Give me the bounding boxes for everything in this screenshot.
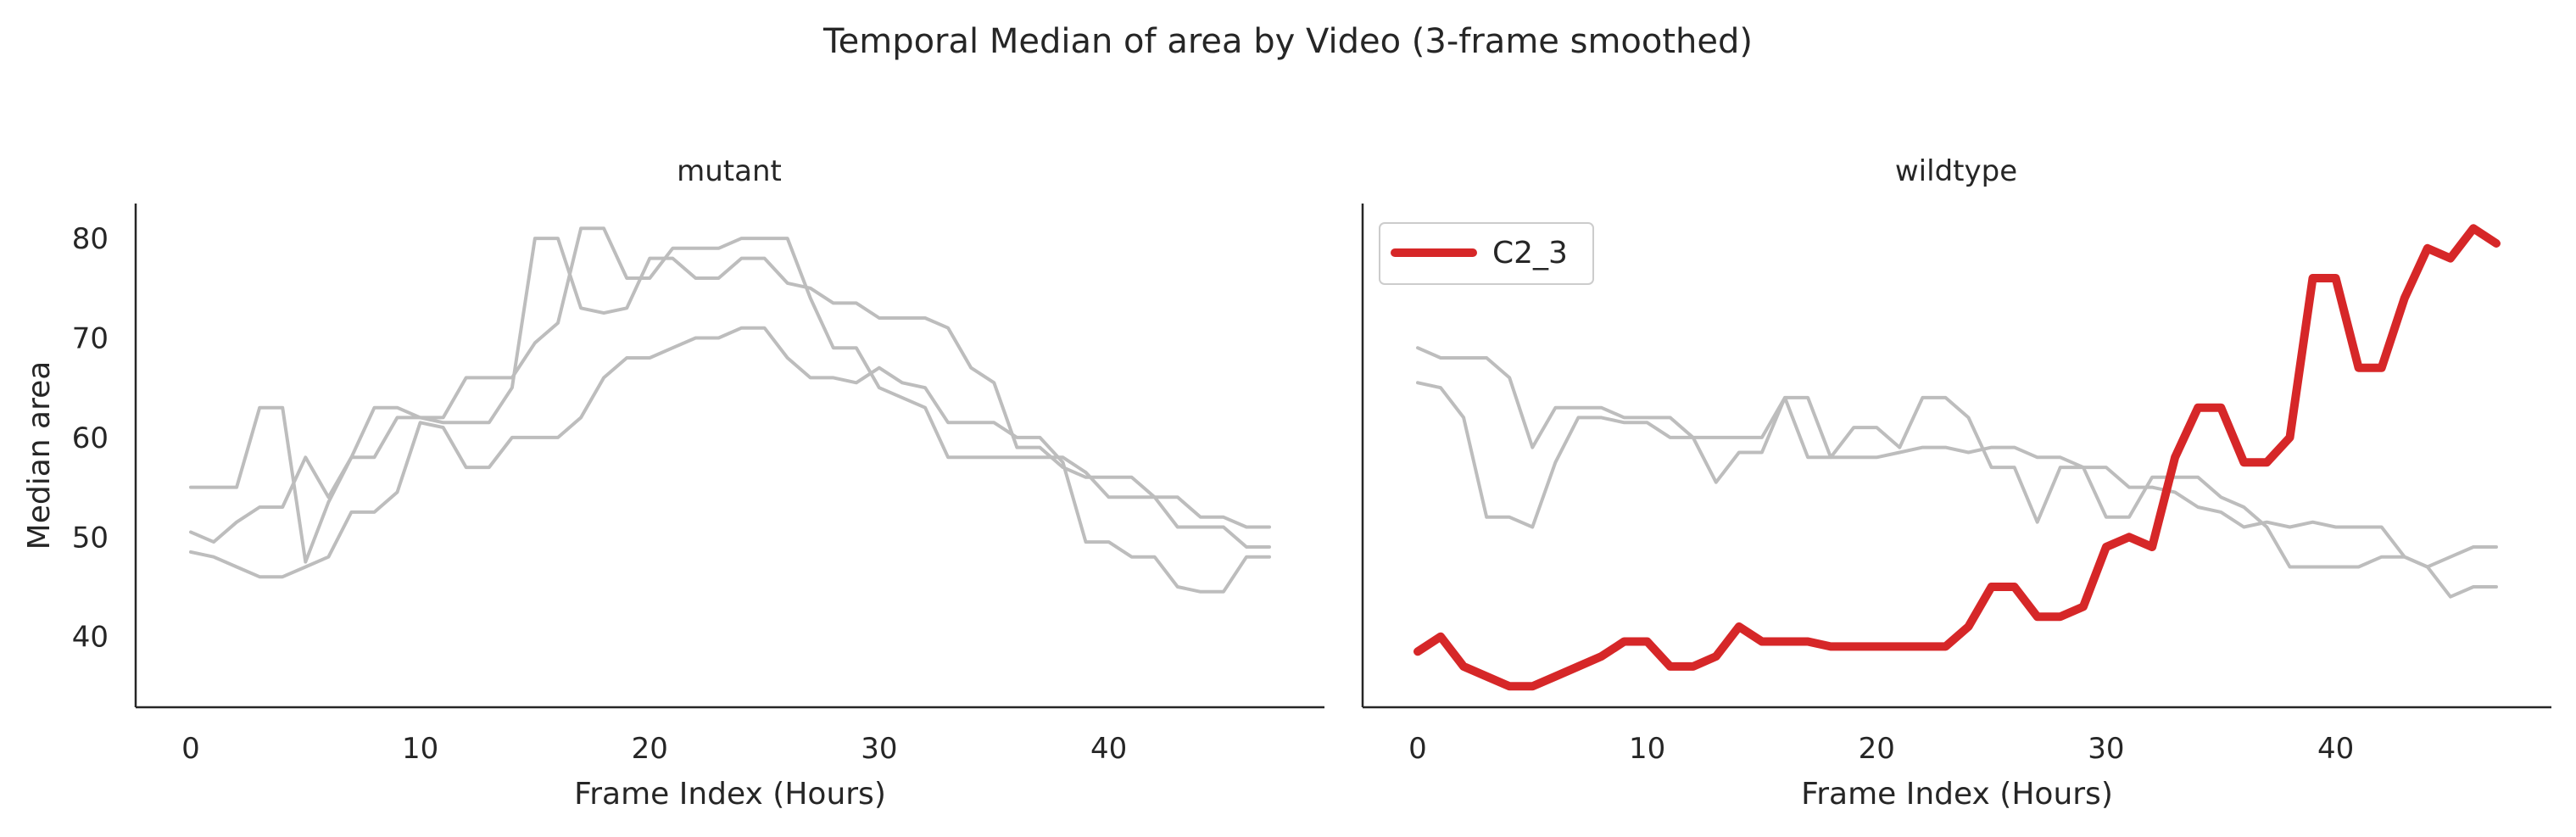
legend: C2_3 bbox=[1379, 222, 1594, 285]
x-axis-label: Frame Index (Hours) bbox=[574, 777, 886, 812]
axes-layer bbox=[1361, 204, 2551, 709]
y-tick-labels: 40 50 60 70 80 bbox=[72, 222, 109, 655]
y-tick-label: 60 bbox=[72, 421, 109, 455]
series-line bbox=[189, 226, 1271, 549]
series-layer bbox=[189, 226, 1271, 594]
legend-box bbox=[1379, 222, 1594, 285]
y-tick-label: 50 bbox=[72, 521, 109, 555]
y-tick-label: 40 bbox=[72, 621, 109, 655]
x-tick-label: 10 bbox=[1629, 732, 1665, 766]
x-tick-label: 30 bbox=[861, 732, 897, 766]
x-tick-labels: 0 10 20 30 40 bbox=[1408, 732, 2354, 766]
series-line bbox=[1416, 346, 2498, 569]
x-tick-label: 40 bbox=[1090, 732, 1127, 766]
x-tick-label: 10 bbox=[402, 732, 438, 766]
panel-mutant: mutant 0 10 20 30 40 40 50 60 70 80 Frame Index … bbox=[22, 154, 1324, 812]
x-tick-label: 40 bbox=[2317, 732, 2354, 766]
x-tick-labels: 0 10 20 30 40 bbox=[181, 732, 1127, 766]
series-line-highlight bbox=[1413, 224, 2501, 691]
panel-title-wildtype: wildtype bbox=[1895, 154, 2017, 188]
x-tick-label: 20 bbox=[632, 732, 668, 766]
panel-title-mutant: mutant bbox=[677, 154, 782, 188]
figure-title: Temporal Median of area by Video (3-fram… bbox=[822, 22, 1753, 61]
y-tick-label: 70 bbox=[72, 321, 109, 355]
legend-label: C2_3 bbox=[1492, 236, 1568, 271]
y-axis-label: Median area bbox=[22, 361, 57, 550]
series-line bbox=[189, 326, 1271, 594]
x-tick-label: 20 bbox=[1859, 732, 1895, 766]
x-tick-label: 0 bbox=[1408, 732, 1427, 766]
axes-layer bbox=[134, 204, 1324, 709]
y-tick-label: 80 bbox=[72, 222, 109, 256]
x-tick-label: 30 bbox=[2088, 732, 2124, 766]
series-layer bbox=[1413, 224, 2501, 691]
x-tick-label: 0 bbox=[181, 732, 200, 766]
panel-wildtype: wildtype 0 10 20 30 40 Frame Index (Hours) C… bbox=[1361, 154, 2551, 812]
x-axis-label: Frame Index (Hours) bbox=[1801, 777, 2113, 812]
series-line bbox=[1416, 381, 2498, 599]
